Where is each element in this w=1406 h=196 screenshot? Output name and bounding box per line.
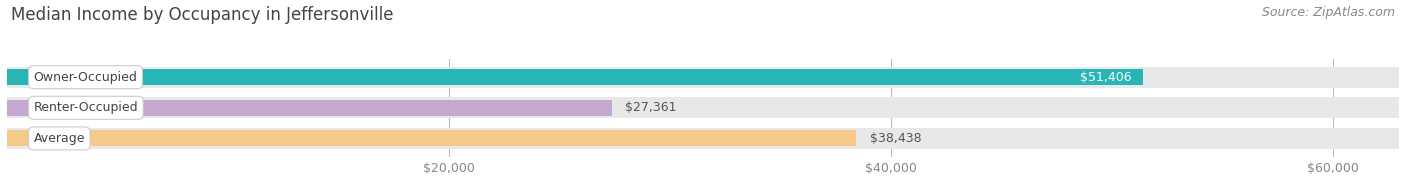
- Text: Renter-Occupied: Renter-Occupied: [34, 101, 138, 114]
- Text: Median Income by Occupancy in Jeffersonville: Median Income by Occupancy in Jeffersonv…: [11, 6, 394, 24]
- Text: $38,438: $38,438: [869, 132, 921, 145]
- Text: Source: ZipAtlas.com: Source: ZipAtlas.com: [1261, 6, 1395, 19]
- Text: Owner-Occupied: Owner-Occupied: [34, 71, 138, 84]
- Bar: [7, 69, 1143, 85]
- Bar: [7, 131, 856, 146]
- Text: $27,361: $27,361: [624, 101, 676, 114]
- Text: $51,406: $51,406: [1080, 71, 1132, 84]
- Bar: [7, 67, 1399, 88]
- Text: Average: Average: [34, 132, 84, 145]
- Bar: [7, 128, 1399, 149]
- Bar: [7, 100, 612, 116]
- Bar: [7, 97, 1399, 118]
